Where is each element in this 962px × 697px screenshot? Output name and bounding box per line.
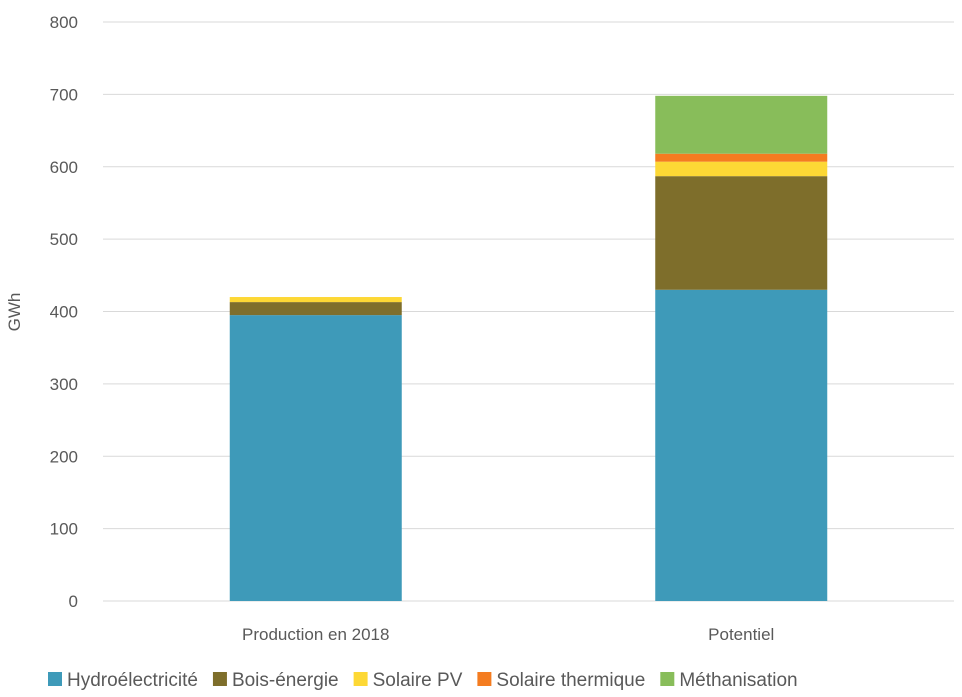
legend-swatch	[212, 672, 227, 686]
bar-segment	[655, 161, 828, 177]
y-tick-label: 600	[50, 158, 78, 177]
y-tick-label: 800	[50, 13, 78, 32]
x-tick-label: Production en 2018	[242, 625, 389, 644]
bars	[229, 95, 828, 601]
y-tick-label: 100	[50, 520, 78, 539]
y-tick-label: 500	[50, 230, 78, 249]
legend: Hydroélectricité Bois-énergie Solaire PV So…	[48, 670, 798, 691]
bar-segment	[229, 302, 402, 316]
y-tick-label: 200	[50, 447, 78, 466]
x-axis-ticks: Production en 2018 Potentiel	[242, 625, 774, 644]
bar-segment	[229, 315, 402, 601]
legend-swatch	[660, 672, 675, 686]
y-tick-label: 300	[50, 375, 78, 394]
legend-swatch	[48, 672, 62, 686]
legend-label: Méthanisation	[679, 670, 797, 691]
legend-label: Hydroélectricité	[67, 670, 198, 691]
bar-segment	[229, 297, 402, 303]
bar-segment	[655, 289, 828, 601]
legend-swatch	[353, 672, 368, 686]
x-tick-label: Potentiel	[708, 625, 774, 644]
legend-label: Solaire PV	[373, 670, 463, 691]
y-tick-label: 0	[69, 592, 78, 611]
y-tick-label: 700	[50, 85, 78, 104]
y-tick-label: 400	[50, 303, 78, 322]
legend-label: Bois-énergie	[232, 670, 339, 691]
legend-label: Solaire thermique	[496, 670, 645, 691]
legend-swatch	[477, 672, 492, 686]
bar-segment	[655, 95, 828, 154]
bar-segment	[655, 176, 828, 290]
y-axis-ticks: 0 100 200 300 400 500 600 700 800	[50, 13, 78, 611]
bar-segment	[655, 153, 828, 162]
y-axis-label: GWh	[5, 293, 24, 332]
